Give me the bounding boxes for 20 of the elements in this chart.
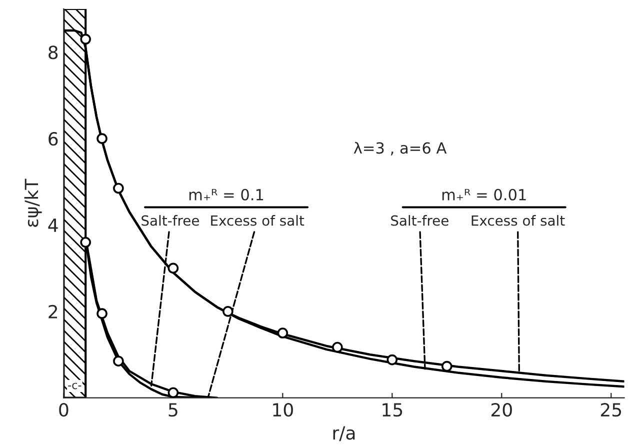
annotation: Excess of salt xyxy=(211,215,304,226)
annotation: Excess of salt xyxy=(472,215,565,226)
annotation: λ=3 , a=6 A xyxy=(354,142,447,156)
band-label: -c- xyxy=(68,382,82,390)
y-tick-label: 8 xyxy=(48,46,58,60)
x-tick-label: 15 xyxy=(382,403,402,417)
x-tick-label: 25 xyxy=(600,403,622,417)
annotation: Salt-free xyxy=(142,215,199,226)
y-tick-label: 4 xyxy=(48,218,58,232)
annotation: m₊ᴿ = 0.01 xyxy=(442,188,526,200)
x-axis-title: r/a xyxy=(333,426,355,442)
y-tick-label: 2 xyxy=(48,304,58,318)
x-tick-label: 20 xyxy=(491,403,512,417)
annotation: m₊ᴿ = 0.1 xyxy=(189,188,264,200)
y-axis-title: εψ/kT xyxy=(24,178,42,227)
x-tick-label: 0 xyxy=(59,403,68,417)
x-tick-label: 5 xyxy=(168,403,178,417)
y-tick-label: 6 xyxy=(48,132,58,146)
x-tick-label: 10 xyxy=(273,403,293,417)
annotation: Salt-free xyxy=(391,215,448,226)
